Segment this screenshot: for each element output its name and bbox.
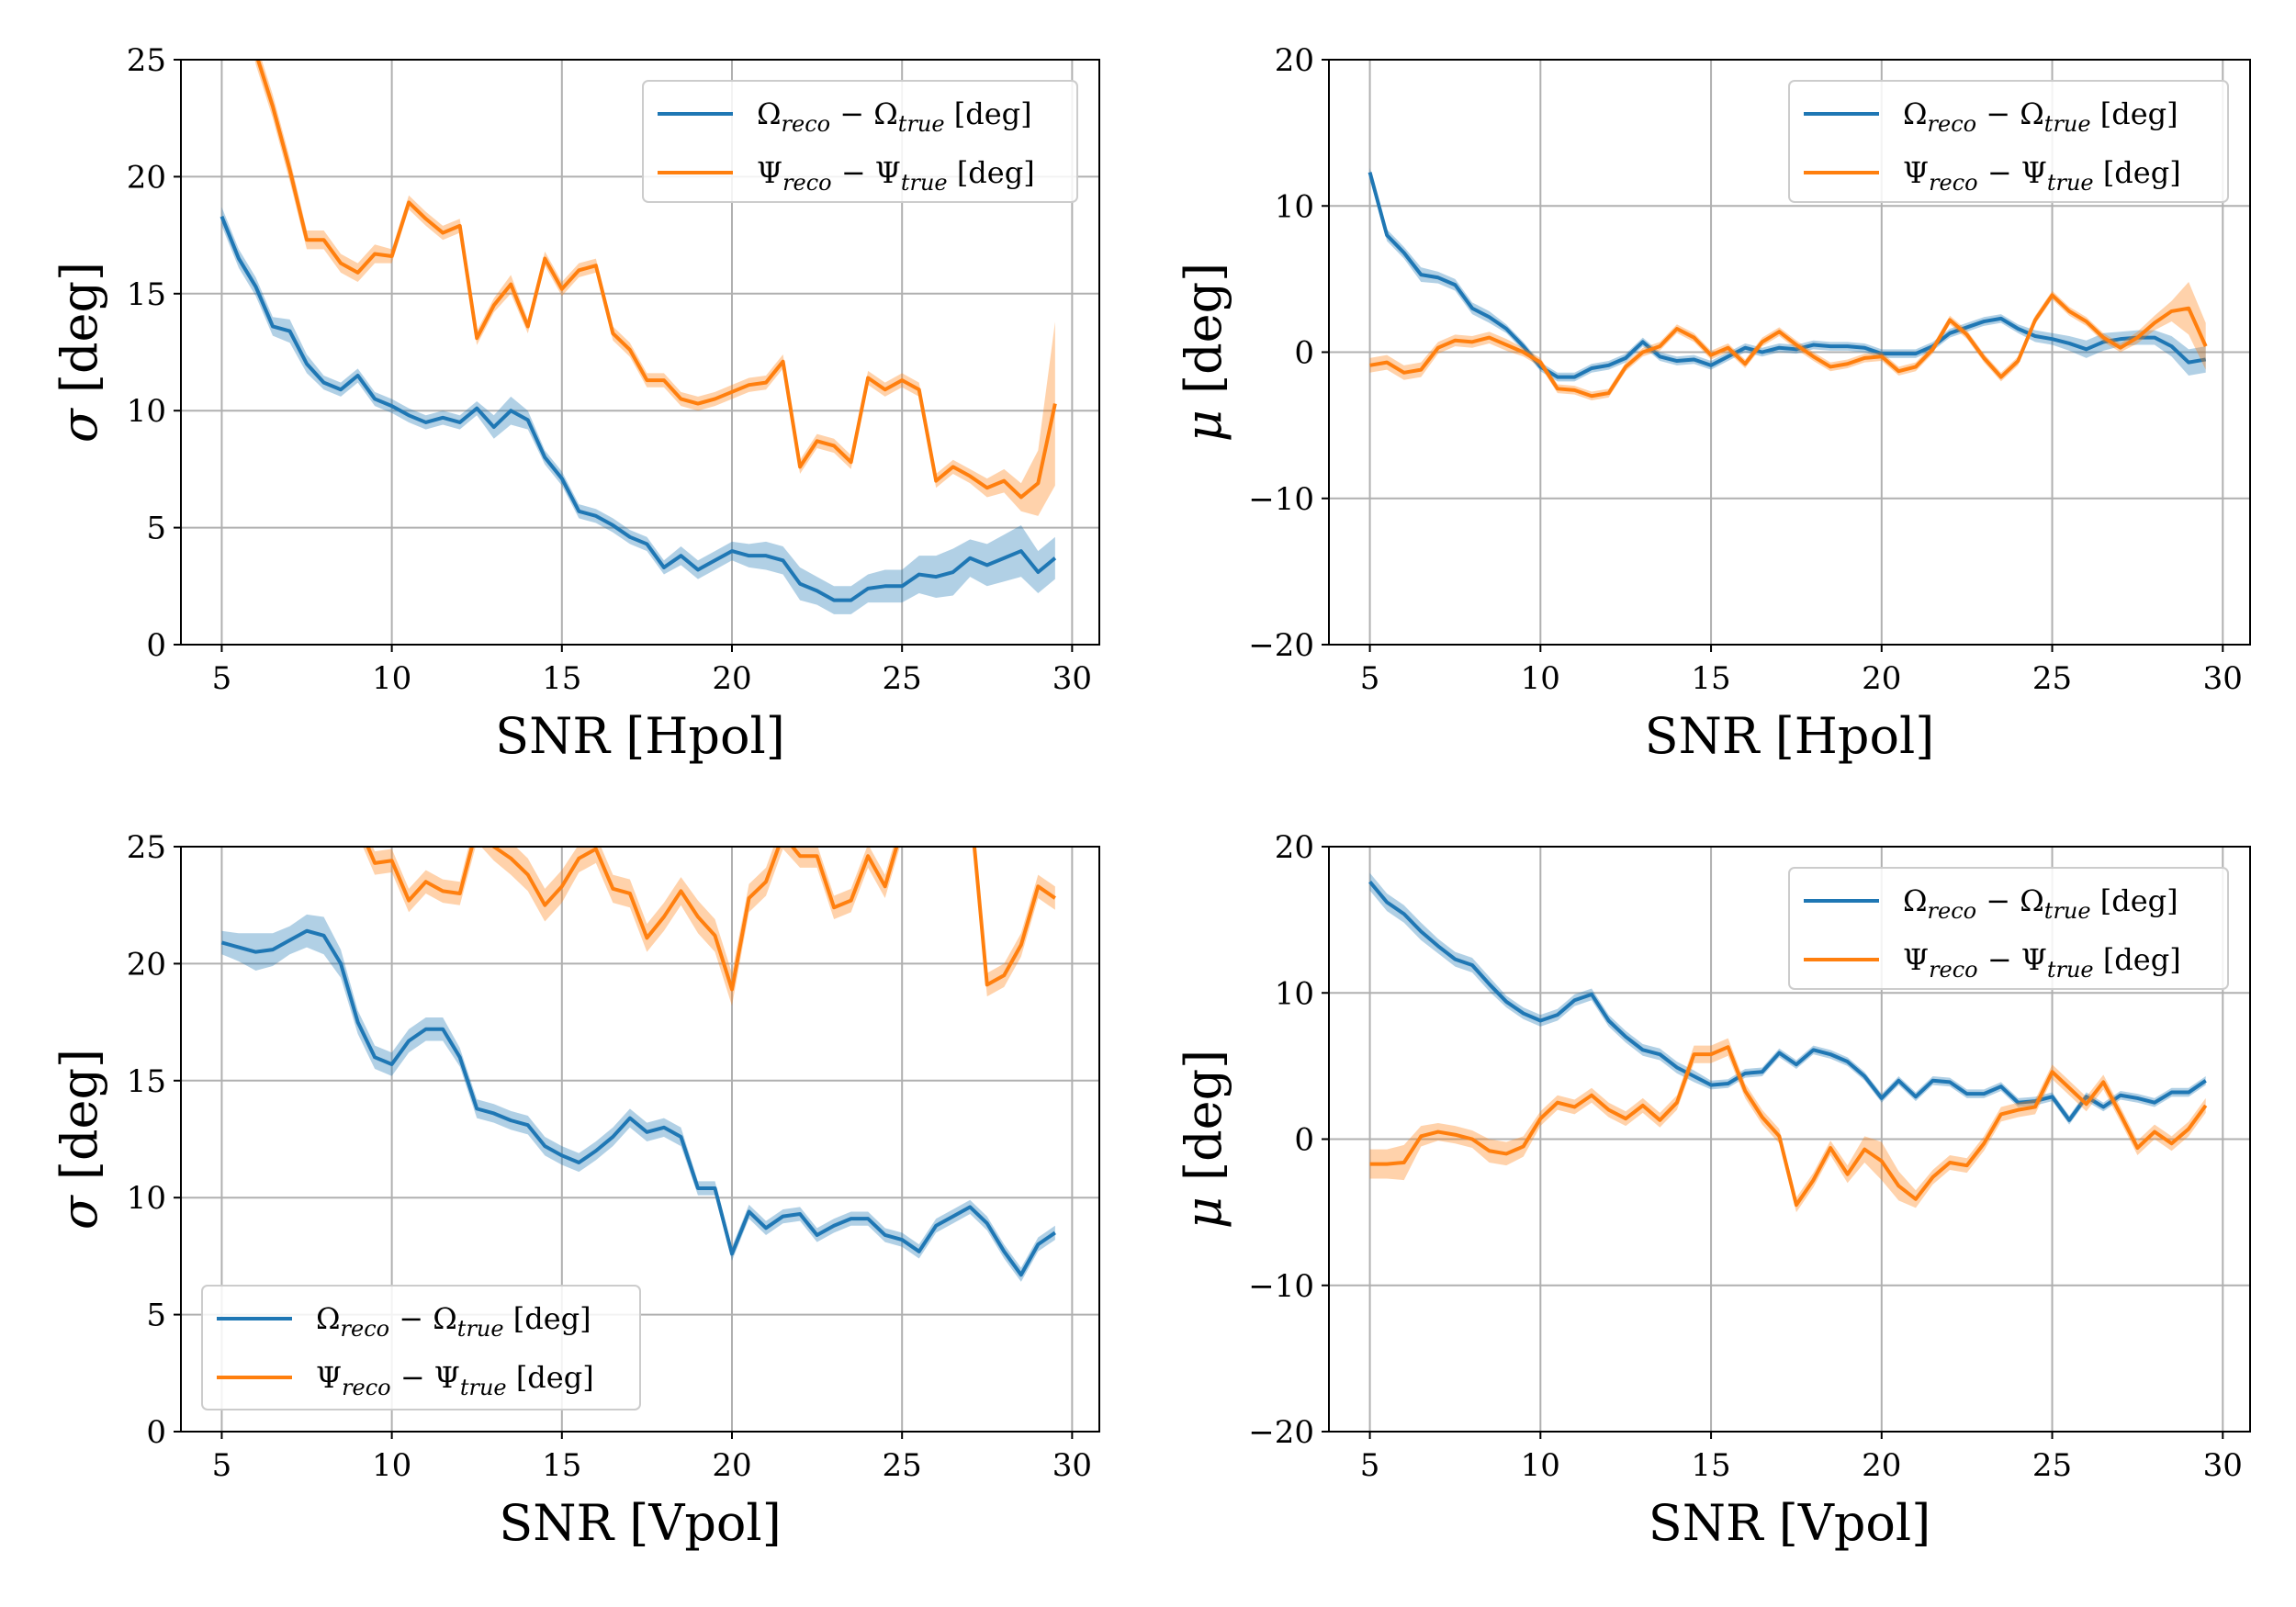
series-omega-line (220, 928, 1056, 1277)
series-omega-line (1368, 880, 2207, 1122)
series-omega-band (221, 914, 1055, 1282)
series-psi-line (1369, 1045, 2208, 1208)
y-axis-label: σ [deg] (51, 1049, 108, 1230)
x-tick-label: 5 (1360, 1447, 1380, 1484)
y-tick-label: 5 (146, 511, 166, 547)
x-axis-label: SNR [Hpol] (495, 707, 785, 765)
legend-omega-label: Ωreco − Ωtrue [deg] (1903, 96, 2178, 137)
x-tick-label: 20 (712, 1447, 751, 1484)
legend-box (1788, 867, 2229, 990)
panel-mu-hpol: 5 10 15 20 25 30 −20 −10 0 10 20 SNR [Hpol] μ [deg] Ω… (1175, 42, 2251, 765)
series-psi-band (1369, 1038, 2206, 1213)
x-tick-label: 30 (1052, 1447, 1092, 1484)
x-tick-label: 10 (372, 1447, 411, 1484)
legend-omega-label: Ωreco − Ωtrue [deg] (1903, 883, 2178, 924)
x-tick-label: 30 (2203, 1447, 2243, 1484)
series-omega-band (221, 207, 1055, 614)
y-tick-label: 10 (1275, 975, 1314, 1012)
series-psi-line (255, 60, 1057, 500)
legend-psi-label: Ψreco − Ψtrue [deg] (316, 1360, 594, 1400)
series-psi-line (1369, 293, 2208, 399)
panel-sigma-vpol: 5 10 15 20 25 30 0 5 10 15 20 25 SNR [Vpol] σ [deg] Ωr… (51, 829, 1100, 1552)
x-tick-label: 20 (712, 660, 751, 697)
series-psi-band (254, 60, 1055, 516)
axes-frame (180, 846, 1100, 1433)
x-tick-label: 10 (1521, 1447, 1560, 1484)
x-axis-label: SNR [Vpol] (499, 1494, 782, 1552)
series-omega-line (1367, 172, 2207, 379)
x-tick-label: 5 (1360, 660, 1380, 697)
x-tick-label: 10 (372, 660, 411, 697)
legend: Ωreco − Ωtrue [deg] Ψreco − Ψtrue [deg] (1788, 80, 2229, 203)
legend-box (201, 1285, 641, 1410)
legend: Ωreco − Ωtrue [deg] Ψreco − Ψtrue [deg] (642, 80, 1078, 203)
y-tick-label: 15 (127, 276, 166, 313)
x-tick-label: 5 (212, 660, 232, 697)
series-omega-line (219, 215, 1057, 602)
legend-omega-label: Ωreco − Ωtrue [deg] (316, 1301, 591, 1342)
y-tick-label: 20 (1275, 829, 1314, 866)
legend: Ωreco − Ωtrue [deg] Ψreco − Ψtrue [deg] (201, 1285, 641, 1410)
plot-area (219, 60, 1057, 614)
plot-area (1367, 167, 2208, 401)
y-axis-label: μ [deg] (1175, 1050, 1232, 1230)
x-tick-label: 15 (542, 660, 581, 697)
x-tick-label: 30 (2203, 660, 2243, 697)
x-tick-label: 25 (2032, 660, 2072, 697)
y-tick-label: −10 (1248, 481, 1314, 518)
x-tick-label: 25 (2032, 1447, 2072, 1484)
y-tick-label: 25 (127, 42, 166, 79)
y-tick-label: 20 (127, 946, 166, 983)
x-tick-label: 20 (1862, 660, 1901, 697)
y-tick-label: 10 (1275, 188, 1314, 225)
legend-box (642, 80, 1078, 203)
plot-area (220, 847, 1056, 1282)
plot-area (1368, 872, 2208, 1213)
x-tick-label: 20 (1862, 1447, 1901, 1484)
y-tick-label: 5 (146, 1298, 166, 1334)
axes-frame (180, 59, 1100, 646)
x-tick-label: 15 (542, 1447, 581, 1484)
y-axis-label: μ [deg] (1175, 263, 1232, 443)
x-axis-label: SNR [Vpol] (1649, 1494, 1931, 1552)
y-tick-label: 10 (127, 1180, 166, 1217)
series-psi-band (363, 847, 1055, 1006)
legend-omega-label: Ωreco − Ωtrue [deg] (757, 96, 1032, 137)
x-axis-label: SNR [Hpol] (1645, 707, 1935, 765)
series-omega-band (1369, 872, 2206, 1125)
y-tick-label: 20 (1275, 42, 1314, 79)
x-tick-label: 10 (1521, 660, 1560, 697)
x-tick-label: 25 (883, 660, 922, 697)
y-tick-label: 0 (146, 627, 166, 664)
y-tick-label: −20 (1248, 1414, 1314, 1451)
legend-psi-label: Ψreco − Ψtrue [deg] (1903, 942, 2181, 983)
x-tick-label: 5 (212, 1447, 232, 1484)
y-tick-label: 0 (146, 1414, 166, 1451)
x-tick-label: 25 (883, 1447, 922, 1484)
y-tick-label: 10 (127, 393, 166, 430)
series-psi-line (366, 847, 1056, 992)
y-tick-label: −10 (1248, 1268, 1314, 1305)
y-tick-label: −20 (1248, 627, 1314, 664)
legend-psi-label: Ψreco − Ψtrue [deg] (1903, 155, 2181, 196)
y-tick-label: 20 (127, 159, 166, 196)
y-tick-label: 0 (1294, 335, 1314, 372)
legend-box (1788, 80, 2229, 203)
legend: Ωreco − Ωtrue [deg] Ψreco − Ψtrue [deg] (1788, 867, 2229, 990)
y-tick-label: 15 (127, 1063, 166, 1100)
panel-mu-vpol: 5 10 15 20 25 30 −20 −10 0 10 20 SNR [Vpol] μ [deg] Ω… (1175, 829, 2251, 1552)
legend-psi-label: Ψreco − Ψtrue [deg] (757, 155, 1035, 196)
panel-sigma-hpol: 5 10 15 20 25 30 0 5 10 15 20 25 SNR [Hpol] σ [deg] Ωr… (51, 42, 1100, 765)
y-axis-label: σ [deg] (51, 262, 108, 443)
y-tick-label: 25 (127, 829, 166, 866)
x-tick-label: 15 (1691, 660, 1730, 697)
x-tick-label: 30 (1052, 660, 1092, 697)
y-tick-label: 0 (1294, 1122, 1314, 1159)
x-tick-label: 15 (1691, 1447, 1730, 1484)
